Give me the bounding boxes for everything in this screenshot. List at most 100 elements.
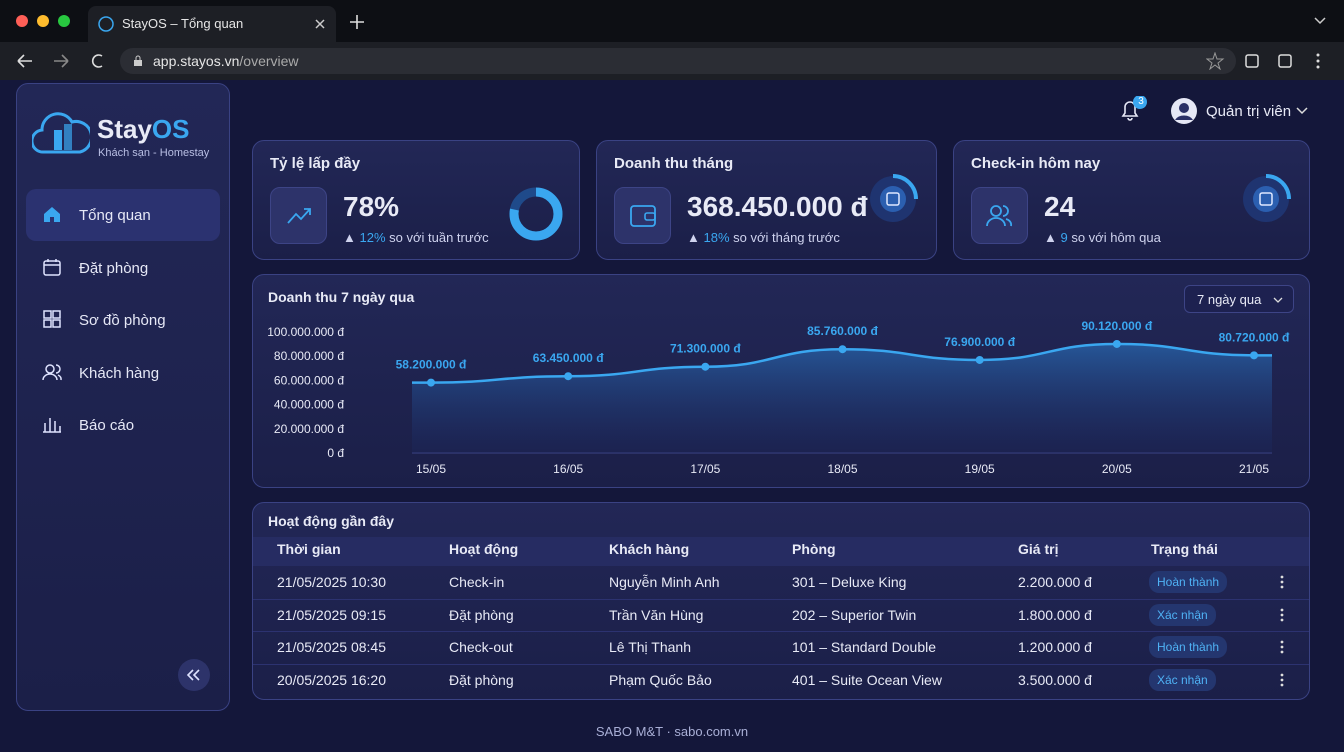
activity-title: Hoạt động gần đây [268, 513, 394, 529]
table-cell: 21/05/2025 08:45 [277, 639, 386, 656]
brand-suffix: OS [151, 114, 190, 144]
stat-change-value: 9 [1060, 230, 1068, 245]
stat-graphic [868, 174, 918, 229]
table-cell: 3.500.000 đ [1018, 672, 1092, 689]
table-header-cell: Trạng thái [1151, 541, 1218, 557]
table-cell: 1.200.000 đ [1018, 639, 1092, 656]
nav-item[interactable]: Sơ đồ phòng [26, 294, 220, 346]
nav-icon [42, 309, 64, 335]
table-cell: Đặt phòng [449, 672, 514, 689]
user-avatar[interactable] [1170, 97, 1198, 125]
nav-label: Sơ đồ phòng [79, 312, 166, 329]
url-host: app.stayos.vn [153, 53, 240, 69]
table-cell: Nguyễn Minh Anh [609, 574, 720, 590]
status-badge: Xác nhận [1149, 603, 1216, 626]
nav-icon [42, 257, 64, 283]
stat-change: ▲ 12% so với tuần trước [343, 230, 489, 245]
row-menu[interactable] [1276, 640, 1288, 659]
row-menu[interactable] [1276, 608, 1288, 627]
table-cell: 401 – Suite Ocean View [792, 672, 942, 689]
table-header-band [253, 537, 1309, 566]
browser-actions[interactable] [1206, 52, 1336, 70]
activity-card [252, 502, 1310, 700]
nav-icon [42, 204, 64, 230]
stat-title: Check-in hôm nay [971, 155, 1101, 172]
nav-label: Khách hàng [79, 364, 160, 382]
table-cell: 1.800.000 đ [1018, 606, 1092, 623]
nav-label: Tổng quan [79, 207, 151, 224]
url-path: /overview [239, 53, 299, 69]
notification-bell[interactable] [1118, 96, 1148, 124]
stat-graphic [1241, 174, 1291, 229]
table-cell: 101 – Standard Double [792, 639, 936, 656]
nav-item[interactable]: Báo cáo [26, 399, 220, 451]
user-name[interactable]: Quản trị viên [1206, 103, 1292, 120]
table-cell: 21/05/2025 10:30 [277, 574, 386, 590]
stat-change-note: so với hôm qua [1071, 230, 1161, 245]
tab-close[interactable] [314, 18, 326, 30]
tab-bar: StayOS – Tổng quan [0, 0, 1344, 42]
period-select[interactable]: 7 ngày qua [1184, 285, 1294, 313]
tab-icon [98, 16, 114, 32]
stat-value: 24 [1044, 191, 1076, 222]
nav-label: Đặt phòng [79, 259, 149, 277]
select-caret [1273, 297, 1283, 303]
url-field[interactable]: app.stayos.vn/overview [120, 48, 1236, 74]
stat-change-note: so với tháng trước [733, 230, 840, 245]
table-cell: 202 – Superior Twin [792, 606, 917, 623]
stat-title: Doanh thu tháng [614, 155, 734, 172]
chart-card [252, 274, 1310, 488]
stat-change: ▲ 9 so với hôm qua [1044, 230, 1161, 245]
chart-title: Doanh thu 7 ngày qua [268, 289, 415, 305]
table-cell: Check-in [449, 574, 505, 590]
stat-value: 78% [343, 191, 400, 222]
nav-item[interactable]: Đặt phòng [26, 242, 220, 294]
brand-logo [32, 112, 90, 154]
status-badge: Xác nhận [1149, 669, 1216, 692]
stat-card: Doanh thu tháng 368.450.000 đ ▲ 18% so với… [596, 140, 937, 260]
sidebar [16, 83, 230, 711]
table-header-cell: Giá trị [1018, 541, 1059, 557]
collapse-icon [186, 669, 200, 681]
stat-change-note: so với tuần trước [389, 230, 489, 245]
status-badge: Hoàn thành [1149, 636, 1228, 659]
table-cell: Check-out [449, 639, 513, 656]
stat-change: ▲ 18% so với tháng trước [687, 230, 840, 245]
table-header-cell: Khách hàng [609, 541, 690, 557]
stat-change-value: 18% [703, 230, 730, 245]
row-menu[interactable] [1276, 575, 1288, 594]
window-controls[interactable] [14, 14, 74, 28]
nav-icon [42, 362, 64, 388]
table-cell: 301 – Deluxe King [792, 574, 907, 590]
table-header-cell: Thời gian [277, 541, 341, 557]
table-cell: 20/05/2025 16:20 [277, 672, 386, 689]
table-cell: Đặt phòng [449, 606, 514, 623]
brand-tagline: Khách sạn - Homestay [98, 147, 210, 159]
nav-buttons[interactable] [16, 53, 116, 69]
user-menu-caret[interactable] [1296, 107, 1308, 115]
stat-change-value: 12% [359, 230, 386, 245]
row-divider [253, 598, 1309, 600]
browser-tab[interactable]: StayOS – Tổng quan [88, 6, 336, 42]
stat-icon-box [270, 187, 327, 244]
nav-item[interactable]: Tổng quan [26, 189, 220, 241]
table-cell: Lê Thị Thanh [609, 639, 691, 656]
table-header-cell: Hoạt động [449, 541, 519, 557]
row-menu[interactable] [1276, 673, 1288, 692]
stat-card: Check-in hôm nay 24 ▲ 9 so với hôm qua [953, 140, 1310, 260]
brand-name: StayOS [97, 114, 190, 145]
stat-icon-box [614, 187, 671, 244]
nav-item[interactable]: Khách hàng [26, 347, 220, 399]
footer: SABO M&T · sabo.com.vn [595, 724, 749, 739]
stat-title: Tỷ lệ lấp đầy [270, 155, 361, 172]
table-header-cell: Phòng [792, 541, 836, 557]
table-cell: Trần Văn Hùng [609, 606, 704, 623]
new-tab[interactable] [350, 15, 364, 29]
brand-prefix: Stay [97, 114, 152, 144]
collapse-button[interactable] [178, 659, 210, 691]
stat-icon-box [971, 187, 1028, 244]
stat-graphic [507, 185, 565, 248]
table-cell: 21/05/2025 09:15 [277, 606, 386, 623]
tab-menu[interactable] [1314, 17, 1326, 25]
